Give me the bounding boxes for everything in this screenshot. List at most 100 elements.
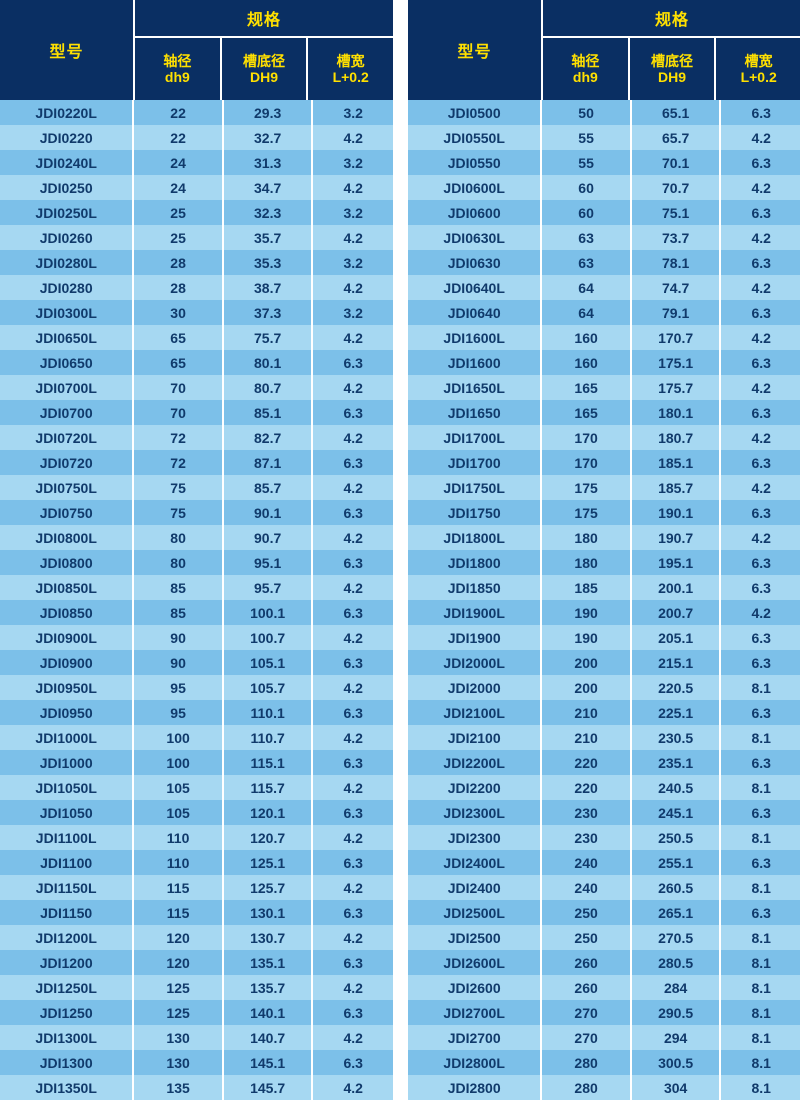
- table-row: JDI0950 95 110.1 6.3: [0, 700, 393, 725]
- header-groove-diameter-line2: DH9: [250, 69, 279, 85]
- cell-groove-diameter: 32.3: [223, 200, 312, 225]
- cell-groove-width: 4.2: [313, 325, 393, 350]
- cell-model: JDI1300: [0, 1050, 133, 1075]
- cell-shaft-diameter: 250: [542, 900, 630, 925]
- cell-groove-diameter: 250.5: [631, 825, 720, 850]
- cell-groove-diameter: 135.1: [223, 950, 312, 975]
- cell-model: JDI0600L: [408, 175, 541, 200]
- cell-shaft-diameter: 95: [134, 700, 222, 725]
- header-cell-groove-diameter: 槽底径 DH9: [221, 38, 307, 100]
- cell-groove-diameter: 35.7: [223, 225, 312, 250]
- cell-model: JDI2700L: [408, 1000, 541, 1025]
- cell-groove-width: 6.3: [721, 150, 800, 175]
- cell-shaft-diameter: 125: [134, 975, 222, 1000]
- cell-groove-diameter: 110.7: [223, 725, 312, 750]
- cell-groove-width: 6.3: [721, 500, 800, 525]
- table-header-left: 型号 规格 轴径 dh9 槽底径 DH9 槽宽 L+0.2: [0, 0, 394, 100]
- cell-groove-diameter: 190.1: [631, 500, 720, 525]
- table-row: JDI0720L 72 82.7 4.2: [0, 425, 393, 450]
- cell-shaft-diameter: 65: [134, 350, 222, 375]
- cell-shaft-diameter: 115: [134, 900, 222, 925]
- cell-shaft-diameter: 270: [542, 1025, 630, 1050]
- cell-groove-diameter: 180.7: [631, 425, 720, 450]
- cell-shaft-diameter: 110: [134, 850, 222, 875]
- cell-shaft-diameter: 65: [134, 325, 222, 350]
- cell-groove-diameter: 87.1: [223, 450, 312, 475]
- cell-groove-width: 6.3: [721, 550, 800, 575]
- table-row: JDI1600 160 175.1 6.3: [408, 350, 800, 375]
- cell-groove-width: 6.3: [313, 700, 393, 725]
- cell-groove-diameter: 120.1: [223, 800, 312, 825]
- cell-shaft-diameter: 260: [542, 950, 630, 975]
- cell-groove-width: 6.3: [313, 950, 393, 975]
- cell-groove-diameter: 135.7: [223, 975, 312, 1000]
- table-row: JDI0630L 63 73.7 4.2: [408, 225, 800, 250]
- cell-shaft-diameter: 60: [542, 200, 630, 225]
- cell-shaft-diameter: 230: [542, 800, 630, 825]
- cell-shaft-diameter: 60: [542, 175, 630, 200]
- cell-model: JDI0850L: [0, 575, 133, 600]
- cell-model: JDI2100: [408, 725, 541, 750]
- cell-model: JDI1650L: [408, 375, 541, 400]
- cell-shaft-diameter: 55: [542, 150, 630, 175]
- table-row: JDI1000L 100 110.7 4.2: [0, 725, 393, 750]
- cell-groove-width: 6.3: [721, 800, 800, 825]
- cell-shaft-diameter: 260: [542, 975, 630, 1000]
- table-row: JDI1900 190 205.1 6.3: [408, 625, 800, 650]
- cell-model: JDI0900: [0, 650, 133, 675]
- cell-shaft-diameter: 63: [542, 250, 630, 275]
- cell-shaft-diameter: 22: [134, 125, 222, 150]
- cell-model: JDI1050: [0, 800, 133, 825]
- table-row: JDI0800L 80 90.7 4.2: [0, 525, 393, 550]
- header-cell-shaft-diameter: 轴径 dh9: [135, 38, 220, 100]
- cell-groove-width: 8.1: [721, 950, 800, 975]
- table-row: JDI0850 85 100.1 6.3: [0, 600, 393, 625]
- table-row: JDI1800 180 195.1 6.3: [408, 550, 800, 575]
- cell-model: JDI0630L: [408, 225, 541, 250]
- cell-shaft-diameter: 165: [542, 375, 630, 400]
- cell-groove-width: 4.2: [721, 425, 800, 450]
- table-row: JDI2100L 210 225.1 6.3: [408, 700, 800, 725]
- cell-model: JDI1800: [408, 550, 541, 575]
- cell-shaft-diameter: 190: [542, 600, 630, 625]
- header-groove-diameter-line2: DH9: [658, 69, 687, 85]
- header-shaft-diameter-line2: dh9: [572, 69, 598, 85]
- table-row: JDI2700L 270 290.5 8.1: [408, 1000, 800, 1025]
- cell-shaft-diameter: 28: [134, 250, 222, 275]
- cell-groove-diameter: 90.1: [223, 500, 312, 525]
- table-row: JDI1350L 135 145.7 4.2: [0, 1075, 393, 1100]
- cell-groove-diameter: 185.7: [631, 475, 720, 500]
- cell-groove-diameter: 80.7: [223, 375, 312, 400]
- spec-table-right: 型号 规格 轴径 dh9 槽底径 DH9 槽宽 L+0.2: [408, 0, 800, 1100]
- cell-shaft-diameter: 85: [134, 600, 222, 625]
- cell-groove-diameter: 115.1: [223, 750, 312, 775]
- table-row: JDI0500 50 65.1 6.3: [408, 100, 800, 125]
- cell-groove-diameter: 265.1: [631, 900, 720, 925]
- cell-groove-diameter: 70.7: [631, 175, 720, 200]
- cell-model: JDI1350L: [0, 1075, 133, 1100]
- cell-shaft-diameter: 170: [542, 450, 630, 475]
- cell-model: JDI2200: [408, 775, 541, 800]
- header-cell-groove-width: 槽宽 L+0.2: [716, 38, 800, 100]
- cell-model: JDI1700L: [408, 425, 541, 450]
- header-shaft-diameter-line2: dh9: [164, 69, 190, 85]
- cell-groove-diameter: 255.1: [631, 850, 720, 875]
- cell-shaft-diameter: 95: [134, 675, 222, 700]
- cell-groove-width: 8.1: [721, 675, 800, 700]
- cell-groove-width: 6.3: [721, 575, 800, 600]
- table-row: JDI1150L 115 125.7 4.2: [0, 875, 393, 900]
- cell-groove-width: 4.2: [313, 825, 393, 850]
- cell-groove-diameter: 280.5: [631, 950, 720, 975]
- table-row: JDI1300 130 145.1 6.3: [0, 1050, 393, 1075]
- cell-model: JDI1600L: [408, 325, 541, 350]
- cell-model: JDI1150: [0, 900, 133, 925]
- cell-shaft-diameter: 220: [542, 775, 630, 800]
- header-groove-width-line2: L+0.2: [740, 69, 777, 85]
- cell-shaft-diameter: 130: [134, 1050, 222, 1075]
- cell-shaft-diameter: 72: [134, 450, 222, 475]
- cell-groove-diameter: 82.7: [223, 425, 312, 450]
- cell-shaft-diameter: 130: [134, 1025, 222, 1050]
- cell-model: JDI0700L: [0, 375, 133, 400]
- cell-shaft-diameter: 210: [542, 700, 630, 725]
